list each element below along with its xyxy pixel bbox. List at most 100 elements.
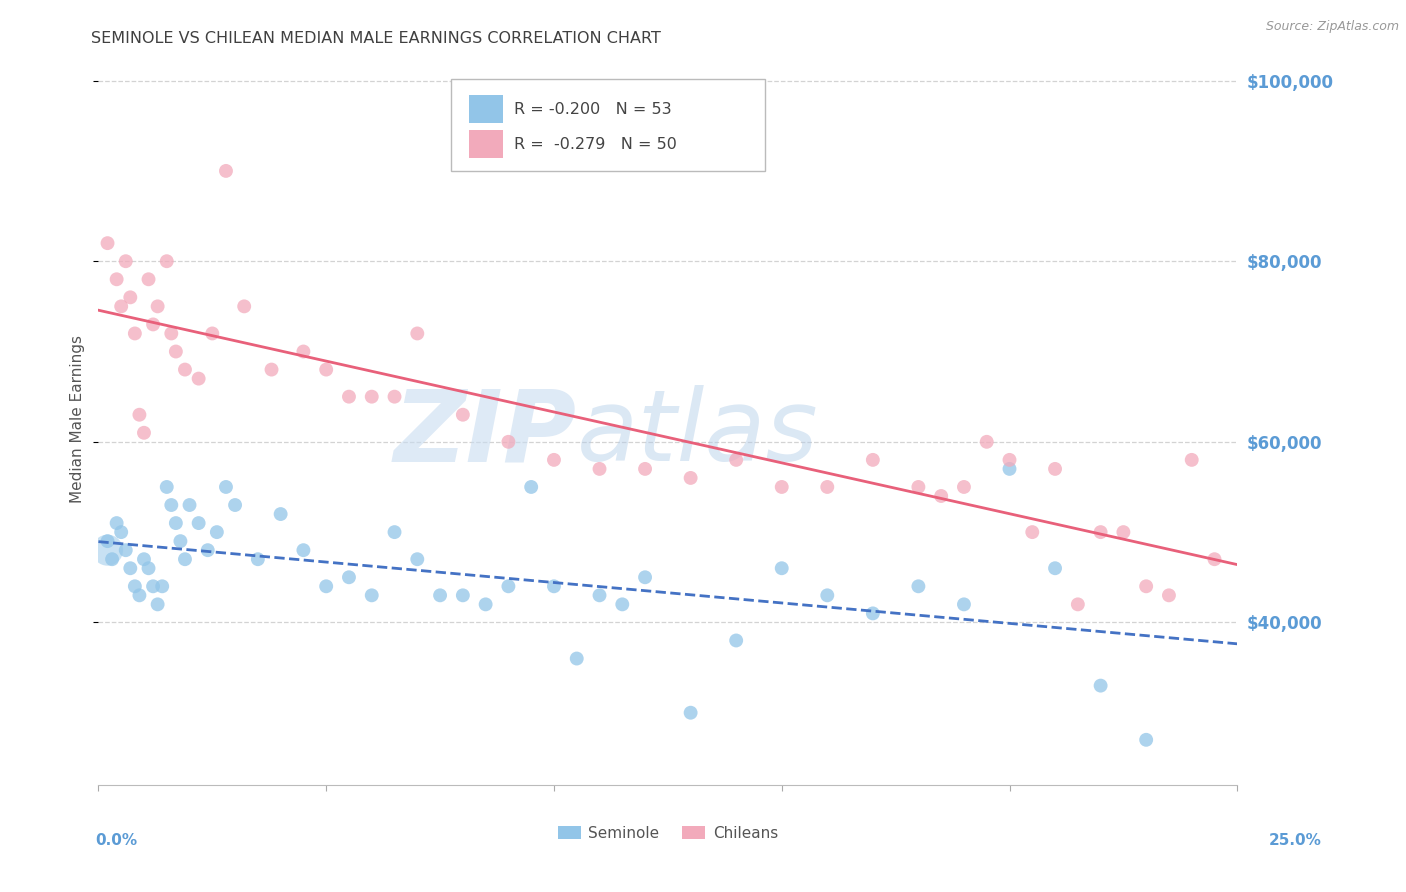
Point — [1135, 579, 1157, 593]
Point — [270, 507, 292, 521]
Point — [725, 453, 748, 467]
Point — [1067, 598, 1090, 612]
Point — [337, 390, 360, 404]
Point — [215, 480, 238, 494]
Point — [101, 552, 124, 566]
Point — [634, 462, 657, 476]
Point — [179, 498, 201, 512]
Point — [451, 588, 474, 602]
Point — [862, 607, 884, 621]
Point — [998, 462, 1021, 476]
Point — [1157, 588, 1180, 602]
Point — [110, 299, 132, 313]
Point — [384, 390, 406, 404]
Text: R = -0.200   N = 53: R = -0.200 N = 53 — [515, 102, 672, 117]
Point — [1204, 552, 1226, 566]
Point — [160, 326, 183, 341]
Point — [142, 318, 165, 332]
Point — [543, 579, 565, 593]
Point — [315, 362, 337, 376]
Point — [384, 525, 406, 540]
Point — [233, 299, 256, 313]
Point — [725, 633, 748, 648]
Point — [187, 516, 209, 530]
Point — [953, 598, 976, 612]
Point — [174, 362, 197, 376]
Point — [114, 254, 136, 268]
Point — [105, 516, 128, 530]
Text: SEMINOLE VS CHILEAN MEDIAN MALE EARNINGS CORRELATION CHART: SEMINOLE VS CHILEAN MEDIAN MALE EARNINGS… — [91, 31, 661, 46]
Point — [124, 579, 146, 593]
Point — [146, 299, 169, 313]
Point — [110, 525, 132, 540]
Point — [1090, 525, 1112, 540]
Point — [907, 480, 929, 494]
Point — [862, 453, 884, 467]
Point — [138, 272, 160, 286]
Point — [146, 598, 169, 612]
Point — [406, 552, 429, 566]
Point — [96, 236, 118, 251]
Point — [474, 598, 496, 612]
Bar — [468, 130, 503, 158]
Point — [429, 588, 451, 602]
Point — [543, 453, 565, 467]
Point — [246, 552, 269, 566]
Point — [114, 543, 136, 558]
Point — [337, 570, 360, 584]
Point — [1043, 561, 1066, 575]
Point — [201, 326, 224, 341]
Point — [815, 588, 838, 602]
Point — [770, 480, 793, 494]
Point — [406, 326, 429, 341]
Point — [451, 408, 474, 422]
Point — [105, 272, 128, 286]
Point — [976, 434, 998, 449]
Point — [124, 326, 146, 341]
Point — [907, 579, 929, 593]
Point — [634, 570, 657, 584]
Point — [360, 588, 382, 602]
Point — [679, 706, 702, 720]
Point — [588, 462, 610, 476]
Point — [156, 480, 179, 494]
Point — [815, 480, 838, 494]
Point — [260, 362, 283, 376]
Text: R =  -0.279   N = 50: R = -0.279 N = 50 — [515, 136, 676, 152]
Point — [1135, 732, 1157, 747]
Point — [205, 525, 228, 540]
Point — [215, 164, 238, 178]
Point — [156, 254, 179, 268]
Point — [142, 579, 165, 593]
Point — [120, 561, 142, 575]
Point — [770, 561, 793, 575]
Point — [174, 552, 197, 566]
FancyBboxPatch shape — [451, 79, 765, 170]
Point — [588, 588, 610, 602]
Point — [953, 480, 976, 494]
Text: ZIP: ZIP — [394, 385, 576, 483]
Point — [498, 434, 520, 449]
Text: atlas: atlas — [576, 385, 818, 483]
Point — [1112, 525, 1135, 540]
Point — [197, 543, 219, 558]
Point — [612, 598, 634, 612]
Bar — [468, 95, 503, 123]
Point — [292, 344, 315, 359]
Point — [96, 534, 118, 549]
Text: 0.0%: 0.0% — [96, 833, 138, 847]
Point — [160, 498, 183, 512]
Point — [120, 290, 142, 304]
Point — [150, 579, 173, 593]
Point — [679, 471, 702, 485]
Point — [187, 371, 209, 385]
Legend: Seminole, Chileans: Seminole, Chileans — [551, 820, 785, 847]
Point — [128, 588, 150, 602]
Point — [565, 651, 588, 665]
Text: Source: ZipAtlas.com: Source: ZipAtlas.com — [1265, 20, 1399, 33]
Point — [132, 425, 155, 440]
Point — [1090, 679, 1112, 693]
Point — [292, 543, 315, 558]
Point — [132, 552, 155, 566]
Point — [929, 489, 952, 503]
